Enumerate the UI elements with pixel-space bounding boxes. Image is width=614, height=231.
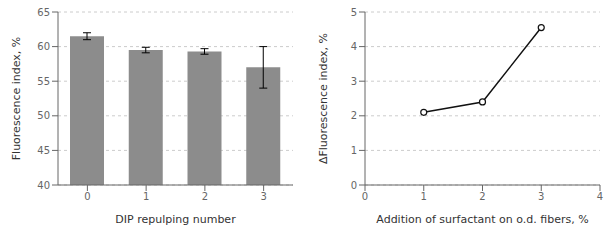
svg-text:Addition of surfactant on o.d.: Addition of surfactant on o.d. fibers, % [376, 213, 588, 226]
svg-text:3: 3 [538, 191, 544, 202]
svg-text:2: 2 [202, 191, 208, 202]
svg-text:0: 0 [351, 180, 357, 191]
svg-text:5: 5 [351, 7, 357, 18]
svg-text:2: 2 [479, 191, 485, 202]
svg-text:∆Fluorescence index, %: ∆Fluorescence index, % [317, 33, 330, 165]
svg-text:60: 60 [37, 41, 50, 52]
svg-text:0: 0 [84, 191, 90, 202]
svg-text:DIP repulping number: DIP repulping number [115, 213, 236, 226]
svg-text:55: 55 [37, 76, 50, 87]
svg-text:3: 3 [260, 191, 266, 202]
svg-text:1: 1 [351, 145, 357, 156]
svg-text:65: 65 [37, 7, 50, 18]
svg-text:Fluorescence index, %: Fluorescence index, % [10, 37, 23, 161]
svg-text:45: 45 [37, 145, 50, 156]
svg-text:1: 1 [421, 191, 427, 202]
svg-text:0: 0 [362, 191, 368, 202]
svg-text:2: 2 [351, 110, 357, 121]
svg-text:4: 4 [597, 191, 603, 202]
svg-text:3: 3 [351, 76, 357, 87]
svg-text:40: 40 [37, 180, 50, 191]
svg-text:50: 50 [37, 110, 50, 121]
svg-text:4: 4 [351, 41, 357, 52]
svg-text:1: 1 [143, 191, 149, 202]
